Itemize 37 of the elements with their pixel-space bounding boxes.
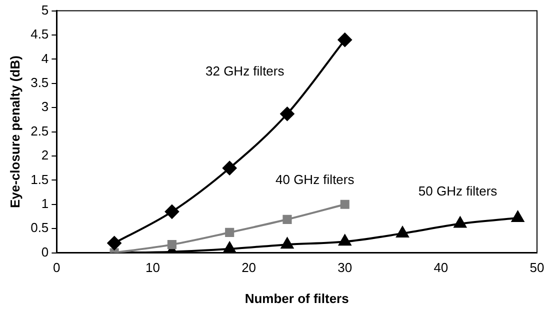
y-tick-label: 1: [41, 196, 49, 211]
x-tick-label: 30: [338, 260, 352, 276]
point: [396, 226, 409, 238]
series-label: 50 GHz filters: [418, 184, 498, 199]
y-tick-label: 4: [41, 50, 49, 66]
y-tick-label: 3.5: [30, 74, 49, 90]
x-tick-label: 10: [146, 260, 160, 276]
x-tick-label: 20: [242, 260, 256, 276]
y-axis-title: Eye-closure penalty (dB): [7, 56, 22, 208]
y-tick-label: 3: [41, 99, 49, 114]
x-tick-label: 50: [530, 260, 544, 276]
y-tick-label: 0.5: [30, 220, 49, 236]
point: [222, 161, 237, 176]
point: [281, 238, 294, 249]
point: [454, 216, 466, 228]
point: [512, 210, 524, 222]
point: [338, 234, 352, 246]
y-tick-label: 2.5: [30, 123, 49, 138]
point: [280, 106, 294, 121]
x-tick-label: 40: [434, 260, 448, 276]
x-axis-title: Number of filters: [244, 290, 349, 306]
point: [340, 200, 350, 209]
point: [282, 214, 292, 224]
x-tick-label: 0: [53, 260, 60, 276]
point: [338, 32, 352, 47]
y-tick-label: 0: [41, 244, 49, 260]
point: [223, 242, 236, 253]
series-label: 40 GHz filters: [275, 172, 355, 187]
y-tick-label: 5: [41, 2, 49, 18]
point: [167, 240, 176, 250]
point: [107, 236, 122, 250]
point: [164, 204, 179, 219]
y-tick-label: 2: [41, 148, 49, 163]
series-label: 32 GHz filters: [205, 63, 285, 78]
y-tick-label: 4.5: [30, 26, 49, 42]
point: [225, 228, 234, 238]
y-tick-label: 1.5: [30, 172, 49, 187]
